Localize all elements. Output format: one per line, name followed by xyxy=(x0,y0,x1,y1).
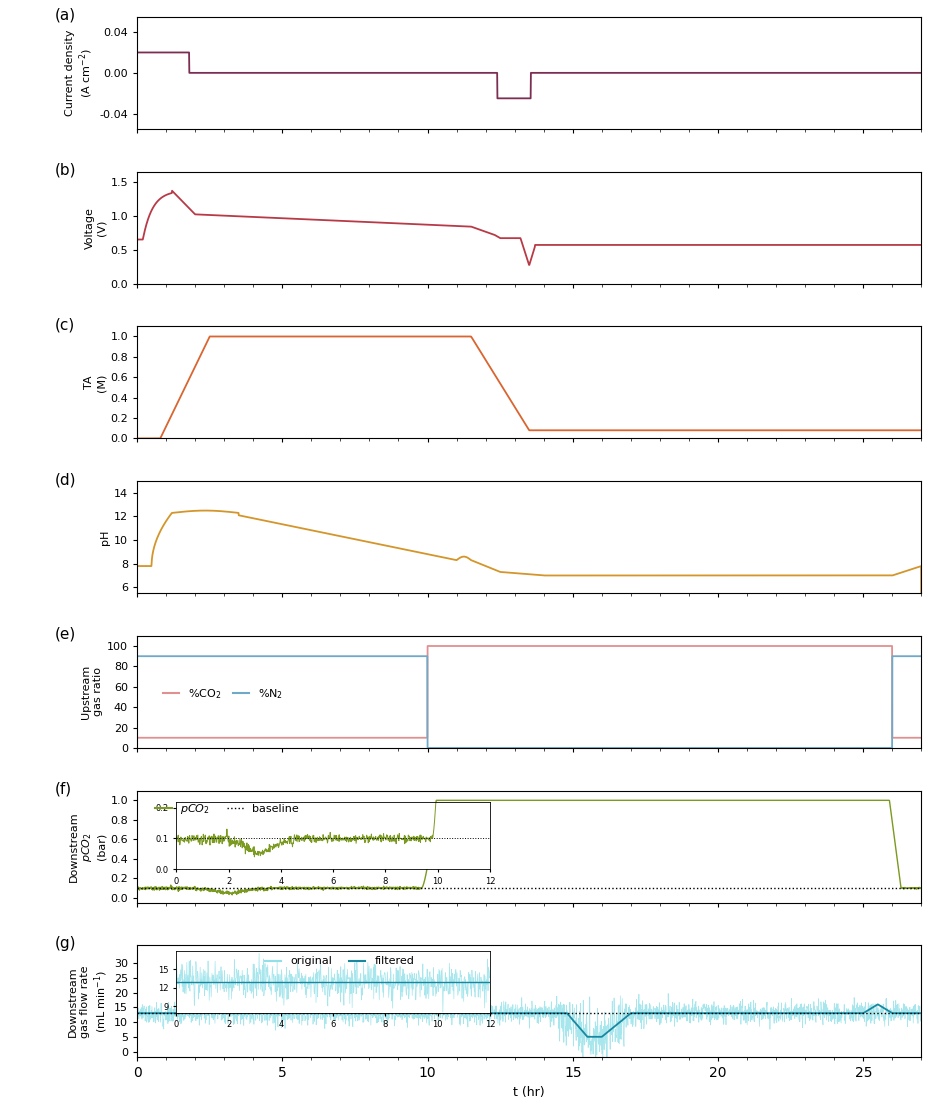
Text: (e): (e) xyxy=(55,627,76,642)
Legend: original, filtered: original, filtered xyxy=(260,952,418,971)
Y-axis label: TA
(M): TA (M) xyxy=(84,373,106,392)
Y-axis label: Downstream
gas flow rate
(mL min$^{-1}$): Downstream gas flow rate (mL min$^{-1}$) xyxy=(68,965,110,1037)
Text: (b): (b) xyxy=(55,162,76,178)
Y-axis label: Downstream
$pCO_2$
(bar): Downstream $pCO_2$ (bar) xyxy=(68,811,106,882)
Legend: %CO$_2$, %N$_2$: %CO$_2$, %N$_2$ xyxy=(158,683,288,705)
Y-axis label: pH: pH xyxy=(100,529,110,545)
X-axis label: t (hr): t (hr) xyxy=(513,1087,545,1099)
Y-axis label: Upstream
gas ratio: Upstream gas ratio xyxy=(81,665,103,720)
Text: (f): (f) xyxy=(55,781,72,797)
Legend: $pCO_2$, baseline: $pCO_2$, baseline xyxy=(150,797,303,820)
Text: (c): (c) xyxy=(55,318,75,332)
Y-axis label: Current density
(A cm$^{-2}$): Current density (A cm$^{-2}$) xyxy=(65,29,95,116)
Text: (g): (g) xyxy=(55,937,76,951)
Y-axis label: Voltage
(V): Voltage (V) xyxy=(85,207,106,248)
Text: (d): (d) xyxy=(55,472,76,487)
Text: (a): (a) xyxy=(55,8,76,22)
